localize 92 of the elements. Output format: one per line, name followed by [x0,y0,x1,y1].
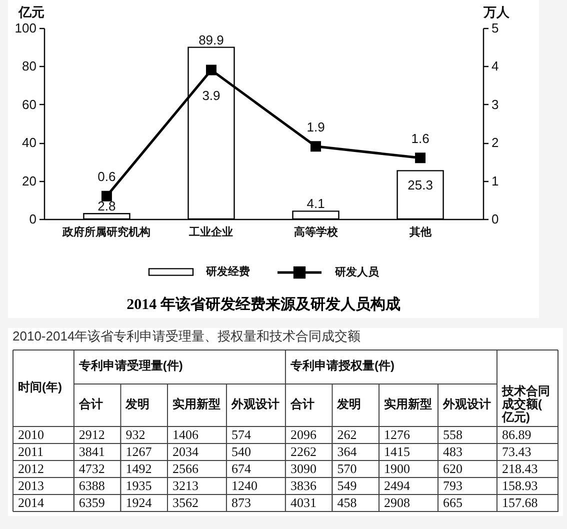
data-label: 2912 [78,427,105,442]
y2-tick-label: 1 [492,173,499,188]
data-label: 793 [443,478,462,493]
x-tick-label: 外观设计 [230,396,280,411]
data-label: 1240 [231,478,258,493]
x-tick-label: 实用新型 [384,396,432,411]
data-label: 73.43 [502,444,532,459]
data-label: 1.6 [411,130,430,146]
x-tick-label: 政府所属研究机构 [62,226,151,238]
x-tick-label: 其他 [408,226,432,238]
data-label: 3841 [78,444,105,459]
data-label: 665 [443,495,462,510]
data-label: 157.68 [502,495,538,510]
data-label: 0.6 [98,169,116,184]
data-label: 2034 [172,444,199,459]
data-label: 540 [231,444,251,459]
x-tick-label: 合计 [289,396,314,411]
data-label: 549 [337,478,357,493]
data-label: 4732 [78,461,105,476]
y2-tick-label: 3 [492,96,499,112]
x-tick-label: 高等学校 [294,226,339,238]
y-axis-title: 时间(年) [18,380,62,394]
data-label: 86.89 [502,427,532,442]
text: 2014 年该省研发经费来源及研发人员构成 [126,295,400,313]
y-tick-label: 2010 [18,427,44,442]
y-axis-title: 亿元 [18,4,44,20]
x-tick-label: 技术合同成交额(亿元) [500,384,550,424]
y-tick-label: 2011 [18,444,44,459]
data-label: 2566 [172,461,199,476]
data-label: 1276 [384,427,411,442]
data-label: 6359 [78,495,105,510]
data-label: 1935 [126,478,152,493]
text: 专利申请授权量(件) [289,358,394,372]
data-label: 570 [337,461,357,476]
x-tick-label: 发明 [124,396,150,411]
data-label: 1267 [126,444,152,459]
data-label: 3213 [172,478,198,493]
x-tick-label: 发明 [336,396,362,411]
data-label: 620 [443,461,462,476]
y-tick-label: 40 [22,135,36,150]
y-tick-label: 20 [22,173,36,188]
data-label: 2.8 [98,198,116,214]
data-label: 158.93 [502,478,538,493]
data-label: 2494 [384,478,411,493]
y2-axis-title: 万人 [482,4,510,20]
data-label: 25.3 [408,178,433,193]
data-label: 674 [231,461,252,476]
data-label: 6388 [78,478,105,493]
y-tick-label: 60 [22,96,36,112]
y2-tick-label: 5 [492,20,499,36]
legend-label: 研发人员 [334,266,380,278]
data-label: 2096 [290,427,317,442]
data-label: 558 [443,427,462,442]
data-label: 1.9 [306,119,325,134]
data-label: 574 [231,427,252,442]
y2-tick-label: 4 [492,58,499,74]
data-label: 2908 [384,495,410,510]
data-label: 1492 [126,461,152,476]
x-tick-label: 外观设计 [442,396,491,411]
data-label: 4.1 [306,196,325,212]
y-tick-label: 100 [14,20,36,36]
legend-label: 研发经费 [205,265,250,278]
data-label: 89.9 [198,32,224,48]
y-tick-label: 2013 [18,478,44,493]
x-tick-label: 工业企业 [188,226,234,238]
data-label: 458 [337,495,357,510]
data-label: 3.9 [202,88,220,104]
y-tick-label: 0 [29,212,36,226]
data-label: 483 [443,444,462,459]
data-label: 1415 [384,444,410,459]
data-label: 1924 [126,495,152,510]
data-label: 873 [231,495,251,510]
data-label: 364 [337,444,358,459]
y2-tick-label: 2 [492,135,499,150]
text: 专利申请受理量(件) [78,358,183,372]
data-label: 2262 [290,444,316,459]
x-tick-label: 合计 [78,396,103,411]
data-label: 218.43 [502,461,538,476]
data-label: 1406 [172,427,199,442]
data-label: 1900 [384,461,410,476]
y2-tick-label: 0 [492,212,499,226]
data-label: 262 [337,427,357,442]
data-label: 932 [126,427,146,442]
y-tick-label: 2014 [18,495,44,510]
y-tick-label: 80 [22,58,36,74]
data-label: 3836 [290,478,317,493]
data-label: 3090 [290,461,316,476]
data-label: 4031 [290,495,316,510]
x-tick-label: 实用新型 [172,396,220,411]
data-label: 3562 [172,495,198,510]
chart-title: 2010-2014年该省专利申请受理量、授权量和技术合同成交额 [12,328,361,344]
y-tick-label: 2012 [18,461,44,476]
